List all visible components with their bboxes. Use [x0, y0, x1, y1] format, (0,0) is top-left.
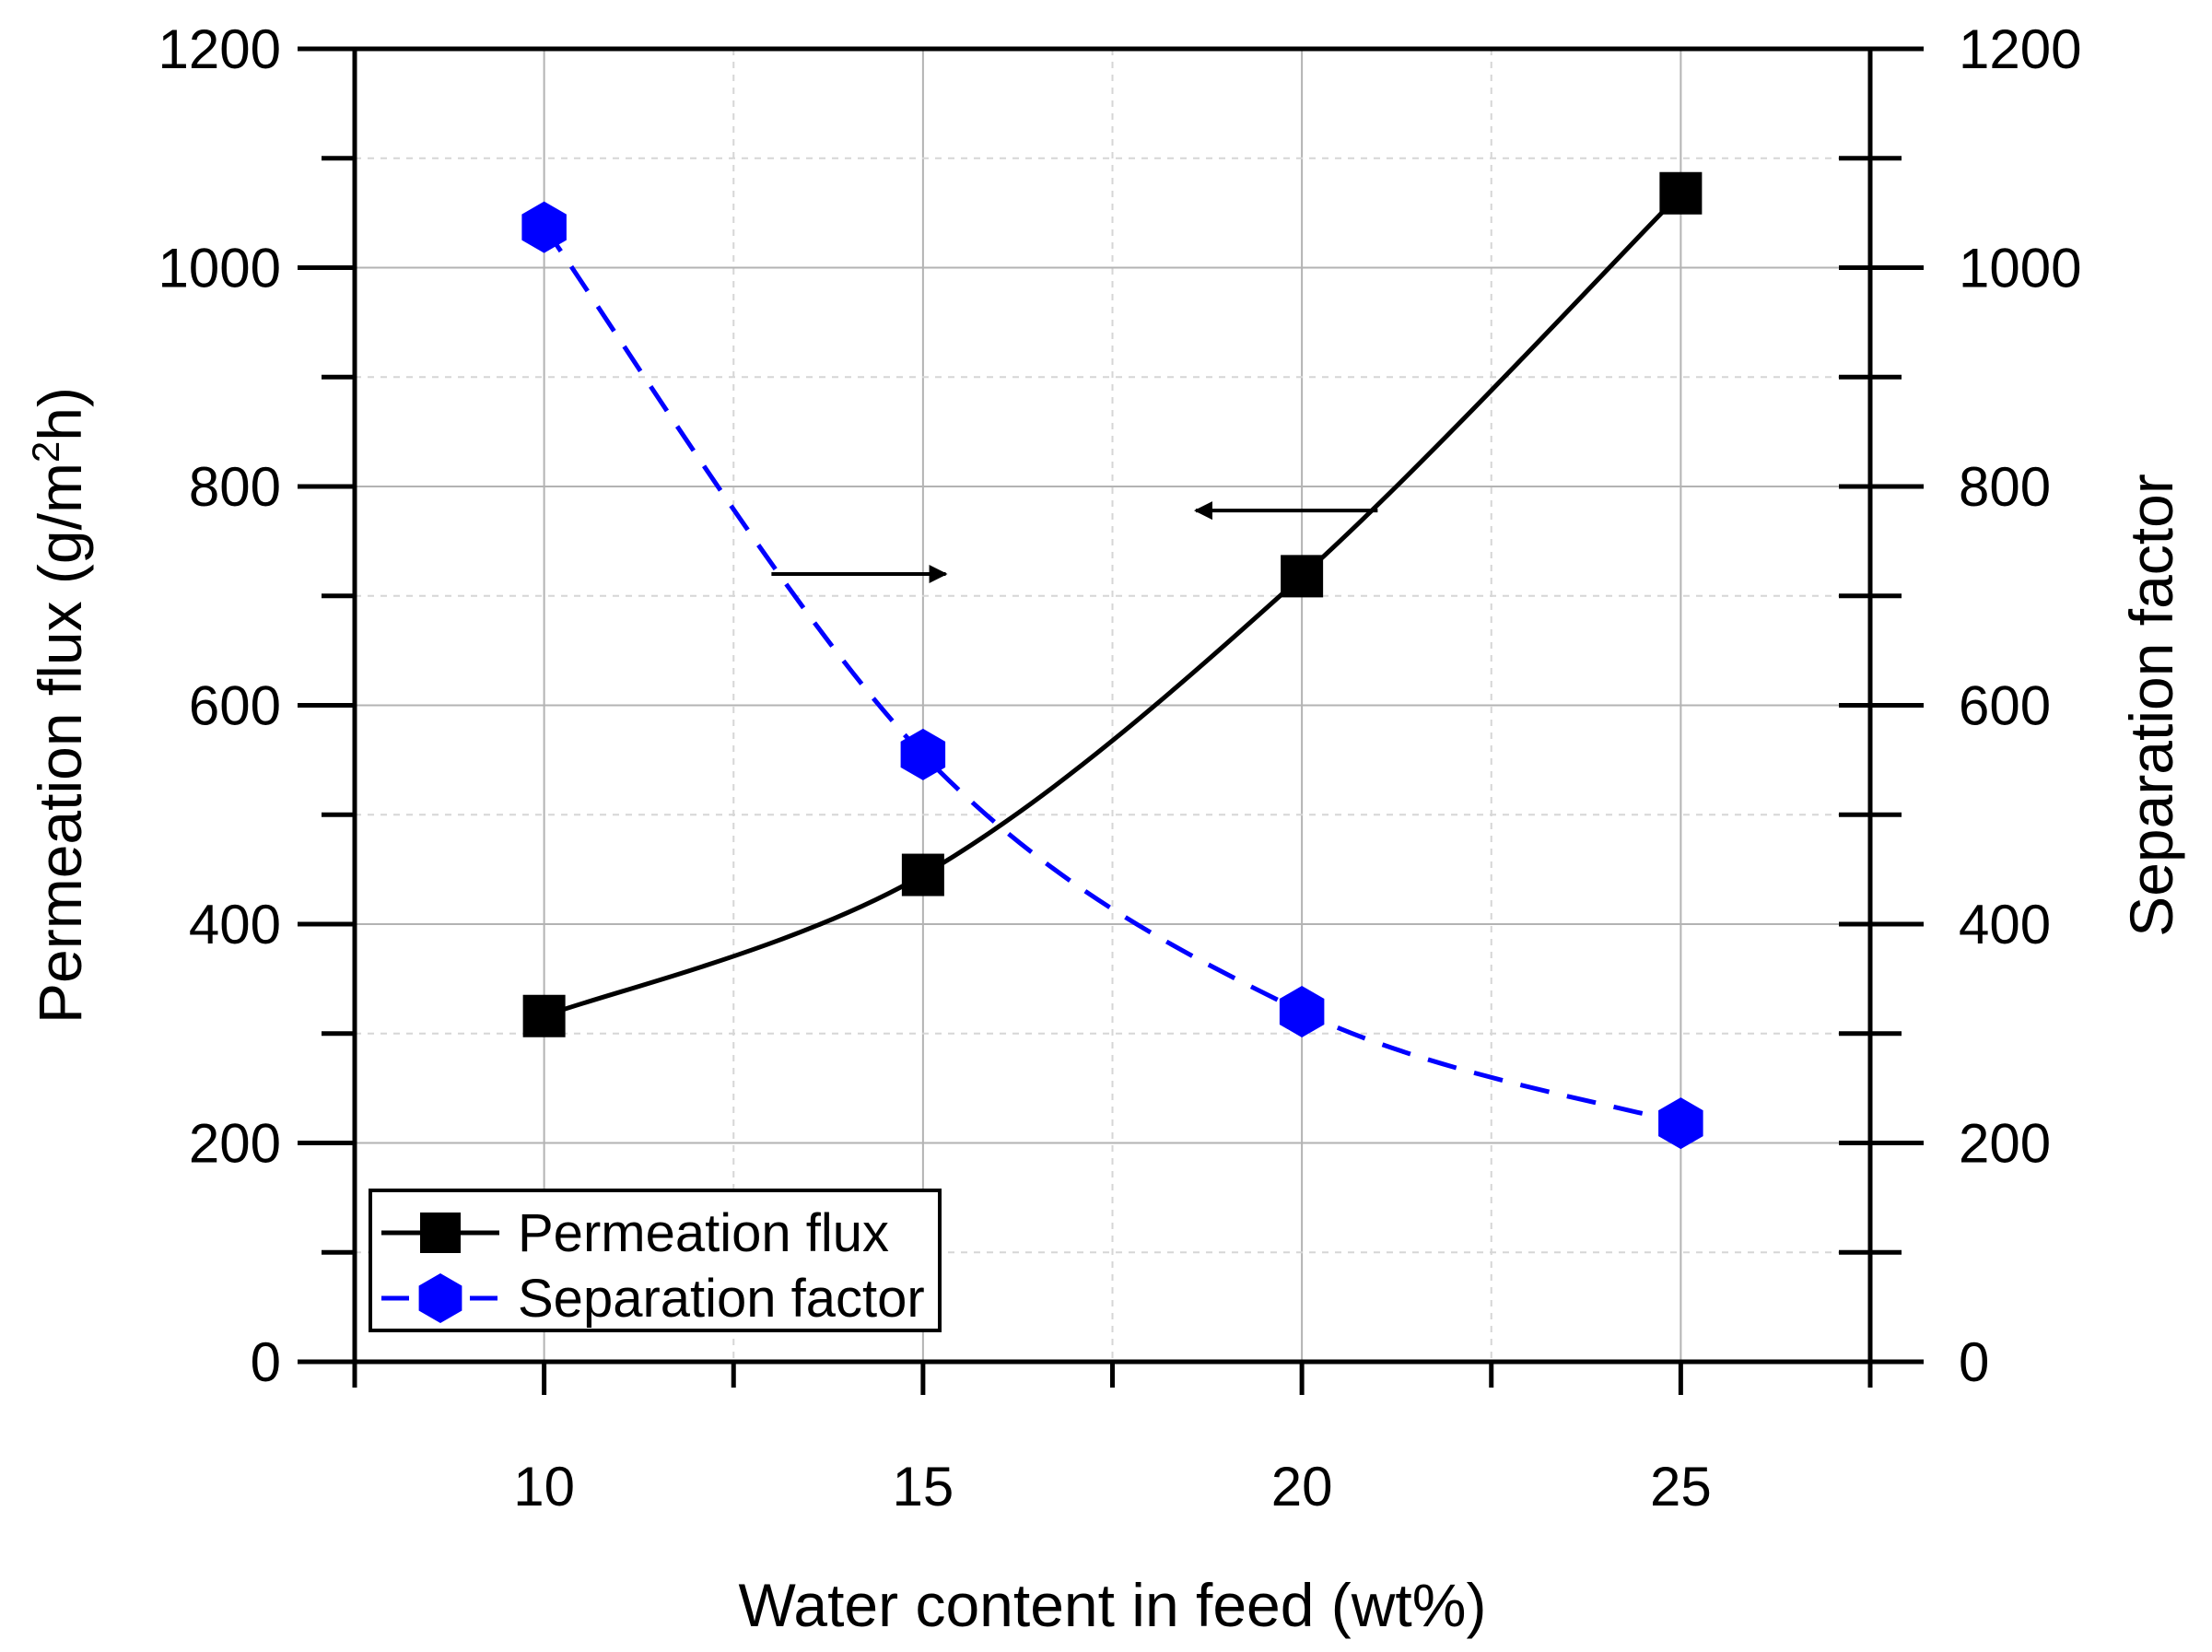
x-tick-label: 25 [1650, 1456, 1712, 1517]
annotation-arrows [771, 501, 1378, 583]
legend-label-permeation-flux: Permeation flux [518, 1203, 889, 1263]
legend-marker-permeation-flux [420, 1213, 461, 1253]
data-point-separation-factor [900, 728, 946, 780]
data-point-permeation-flux [901, 853, 944, 896]
series-line-permeation-flux [543, 191, 1683, 1019]
legend-label-separation-factor: Separation factor [518, 1269, 925, 1329]
y-right-tick-label: 600 [1959, 675, 2051, 737]
y-right-tick-label: 0 [1959, 1331, 1989, 1393]
legend-box [369, 1189, 942, 1332]
x-axis-title: Water content in feed (wt%) [739, 1571, 1487, 1639]
data-point-permeation-flux [522, 994, 566, 1037]
y-right-tick-label: 1200 [1959, 18, 2081, 80]
x-tick-label: 10 [513, 1456, 575, 1517]
y-left-tick-label: 1200 [158, 18, 281, 80]
series-lines [542, 191, 1683, 1126]
x-tick-label: 20 [1271, 1456, 1333, 1517]
y-right-tick-label: 400 [1959, 894, 2051, 955]
tick-labels: 0 0 200 200 400 400 600 600 800 800 1000 1000 1200 12… [158, 18, 2082, 1517]
axis-ticks [298, 46, 1924, 1395]
y-right-tick-label: 800 [1959, 456, 2051, 518]
y-left-title-main: Permeation flux (g/m [26, 463, 94, 1024]
series-line-separation-factor [542, 226, 1682, 1126]
data-point-separation-factor [1279, 986, 1325, 1037]
data-point-permeation-flux [1281, 555, 1324, 598]
data-point-separation-factor [521, 201, 567, 253]
y-left-tick-label: 1000 [158, 238, 281, 299]
y-axis-right-title: Separation factor [2117, 474, 2185, 937]
legend: Permeation flux Separation factor [369, 1189, 942, 1332]
y-left-tick-label: 200 [189, 1113, 281, 1175]
y-left-title-superscript: 2 [24, 441, 67, 463]
data-point-permeation-flux [1659, 171, 1703, 215]
y-left-tick-label: 0 [251, 1331, 281, 1393]
legend-marker-separation-factor [418, 1273, 462, 1323]
y-right-tick-label: 200 [1959, 1113, 2051, 1175]
y-left-tick-label: 400 [189, 894, 281, 955]
y-left-tick-label: 600 [189, 675, 281, 737]
series-markers [521, 171, 1703, 1150]
grid [355, 49, 1870, 1362]
y-left-title-end: h) [26, 387, 94, 441]
data-point-separation-factor [1658, 1097, 1703, 1150]
y-left-tick-label: 800 [189, 456, 281, 518]
x-tick-label: 15 [893, 1456, 954, 1517]
y-axis-left-title: Permeation flux (g/m2h) [24, 387, 94, 1024]
y-right-tick-label: 1000 [1959, 238, 2081, 299]
